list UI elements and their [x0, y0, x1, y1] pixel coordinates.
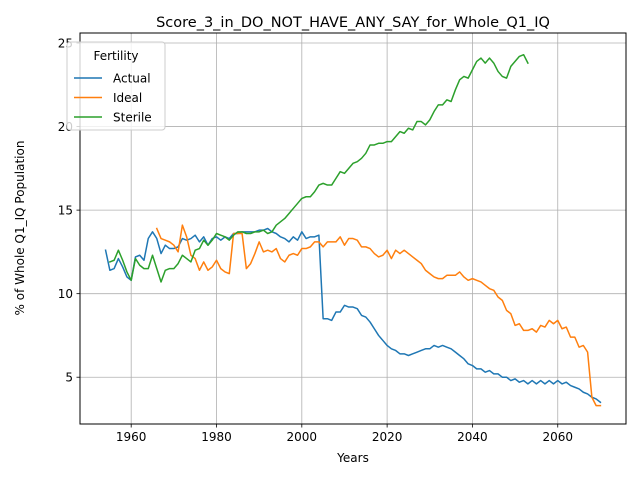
series-line-sterile [108, 53, 529, 283]
y-tick-label: 10 [58, 287, 73, 301]
y-tick-label: 5 [65, 371, 73, 385]
plot-frame [79, 32, 627, 425]
x-tick-label: 1980 [201, 430, 232, 444]
chart-title: Score_3_in_DO_NOT_HAVE_ANY_SAY_for_Whole… [156, 15, 550, 31]
y-axis-label: % of Whole Q1_IQ Population [13, 141, 27, 316]
y-tick-label: 15 [58, 204, 73, 218]
series-line-actual [104, 227, 602, 404]
x-tick-label: 2020 [372, 430, 403, 444]
legend-label-sterile: Sterile [113, 111, 152, 125]
series-layer [104, 53, 602, 407]
legend-label-ideal: Ideal [113, 91, 142, 105]
legend-label-actual: Actual [113, 72, 151, 86]
legend-title: Fertility [93, 49, 138, 63]
x-tick-label: 1960 [116, 430, 147, 444]
x-tick-label: 2040 [457, 430, 488, 444]
legend-items: Actual Ideal Sterile [74, 72, 152, 125]
x-axis: 1960 1980 2000 2020 2040 2060 [116, 424, 573, 444]
legend-box [66, 41, 166, 131]
legend: Fertility Actual Ideal Sterile [66, 41, 166, 131]
x-tick-label: 2000 [287, 430, 318, 444]
x-axis-label: Years [336, 451, 369, 465]
grid [80, 33, 626, 424]
x-tick-label: 2060 [542, 430, 573, 444]
series-line-ideal [155, 224, 602, 407]
